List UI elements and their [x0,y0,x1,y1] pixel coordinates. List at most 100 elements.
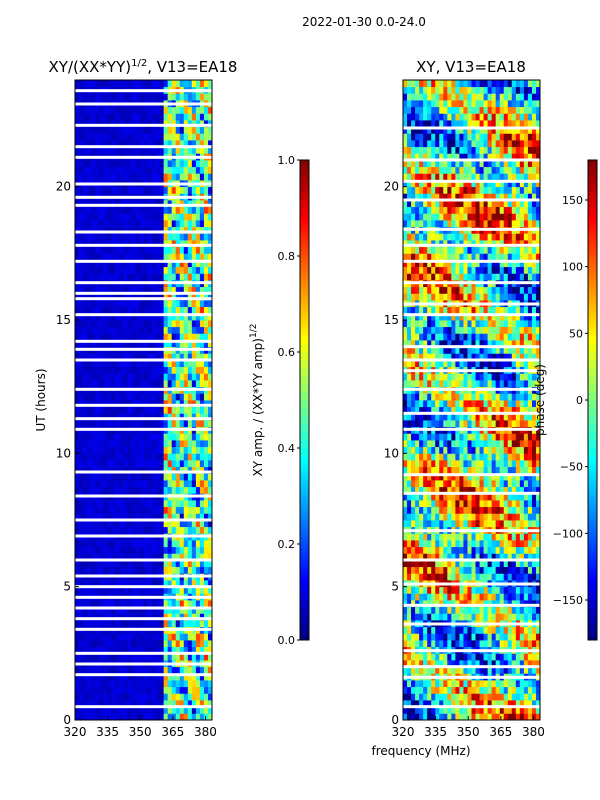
heatmap-cell [79,400,84,408]
y-tick-label: 5 [63,580,71,594]
heatmap-cell [91,613,96,621]
heatmap-cell [515,553,521,561]
heatmap-cell [151,613,156,621]
heatmap-cell [487,613,493,621]
heatmap-cell [123,700,128,708]
heatmap-cell [151,126,156,134]
heatmap-cell [199,506,205,514]
heatmap-cell [515,666,521,674]
heatmap-cell [527,606,533,614]
heatmap-cell [95,560,100,568]
heatmap-cell [207,106,213,114]
heatmap-cell [95,406,100,414]
heatmap-cell [147,166,152,174]
heatmap-cell [135,680,140,688]
heatmap-cell [119,620,124,628]
heatmap-cell [459,393,464,401]
heatmap-cell [523,546,529,554]
heatmap-cell [103,186,108,194]
heatmap-cell [75,300,80,308]
heatmap-cell [131,300,136,308]
heatmap-cell [119,633,124,641]
heatmap-cell [207,393,213,401]
heatmap-cell [187,680,193,688]
heatmap-cell [191,93,197,101]
heatmap-cell [483,453,489,461]
heatmap-cell [87,213,92,221]
heatmap-cell [107,453,112,461]
heatmap-cell [203,206,209,214]
heatmap-cell [535,500,541,508]
heatmap-cell [151,586,156,594]
heatmap-cell [523,566,529,574]
heatmap-cell [151,233,156,241]
heatmap-cell [191,313,197,321]
heatmap-cell [175,420,181,428]
heatmap-cell [195,413,201,421]
data-gap [75,417,212,421]
heatmap-cell [511,446,517,454]
heatmap-cell [115,173,120,181]
heatmap-cell [195,480,201,488]
heatmap-cell [191,226,197,234]
heatmap-cell [475,546,480,554]
heatmap-cell [107,173,112,181]
heatmap-cell [123,693,128,701]
heatmap-cell [475,406,480,414]
heatmap-cell [203,233,209,241]
heatmap-cell [439,440,444,448]
heatmap-cell [127,520,132,528]
heatmap-cell [143,360,148,368]
heatmap-cell [91,293,96,301]
heatmap-cell [203,246,209,254]
heatmap-cell [147,673,152,681]
heatmap-cell [183,473,189,481]
heatmap-cell [143,560,148,568]
heatmap-cell [435,540,440,548]
heatmap-cell [179,466,185,474]
heatmap-cell [179,433,185,441]
heatmap-cell [163,433,169,441]
heatmap-cell [95,393,100,401]
heatmap-cell [199,333,205,341]
heatmap-cell [131,640,136,648]
heatmap-cell [479,466,484,474]
heatmap-cell [135,466,140,474]
heatmap-cell [95,133,100,141]
heatmap-cell [159,633,165,641]
heatmap-cell [191,446,197,454]
heatmap-cell [135,206,140,214]
heatmap-cell [515,606,521,614]
heatmap-cell [103,513,108,521]
heatmap-cell [95,453,100,461]
heatmap-cell [99,320,104,328]
heatmap-cell [111,600,116,608]
heatmap-cell [475,680,480,688]
heatmap-cell [79,240,84,248]
heatmap-cell [187,240,193,248]
heatmap-cell [79,513,84,521]
heatmap-cell [111,500,116,508]
heatmap-cell [159,440,165,448]
heatmap-cell [155,666,161,674]
heatmap-cell [175,673,181,681]
heatmap-cell [195,240,201,248]
heatmap-cell [175,373,181,381]
heatmap-cell [139,586,144,594]
heatmap-cell [99,173,104,181]
heatmap-cell [471,560,476,568]
heatmap-cell [427,600,432,608]
heatmap-cell [499,453,505,461]
heatmap-cell [123,120,128,128]
heatmap-cell [159,580,165,588]
heatmap-cell [107,253,112,261]
heatmap-cell [127,446,132,454]
heatmap-cell [467,393,472,401]
heatmap-cell [475,400,480,408]
heatmap-cell [175,553,181,561]
heatmap-cell [131,506,136,514]
heatmap-cell [447,513,452,521]
heatmap-cell [499,486,505,494]
heatmap-cell [183,440,189,448]
heatmap-cell [151,306,156,314]
